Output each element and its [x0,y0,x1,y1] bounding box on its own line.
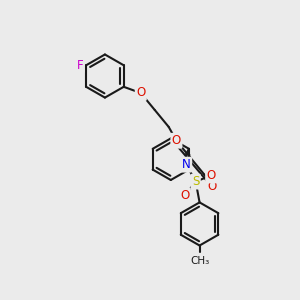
Text: CH₃: CH₃ [190,256,209,266]
Text: F: F [76,59,83,72]
Text: O: O [180,189,190,202]
Text: O: O [136,86,146,100]
Text: S: S [192,175,200,188]
Text: O: O [172,134,181,147]
Text: N: N [182,158,191,171]
Text: O: O [207,169,216,182]
Text: O: O [207,180,217,194]
